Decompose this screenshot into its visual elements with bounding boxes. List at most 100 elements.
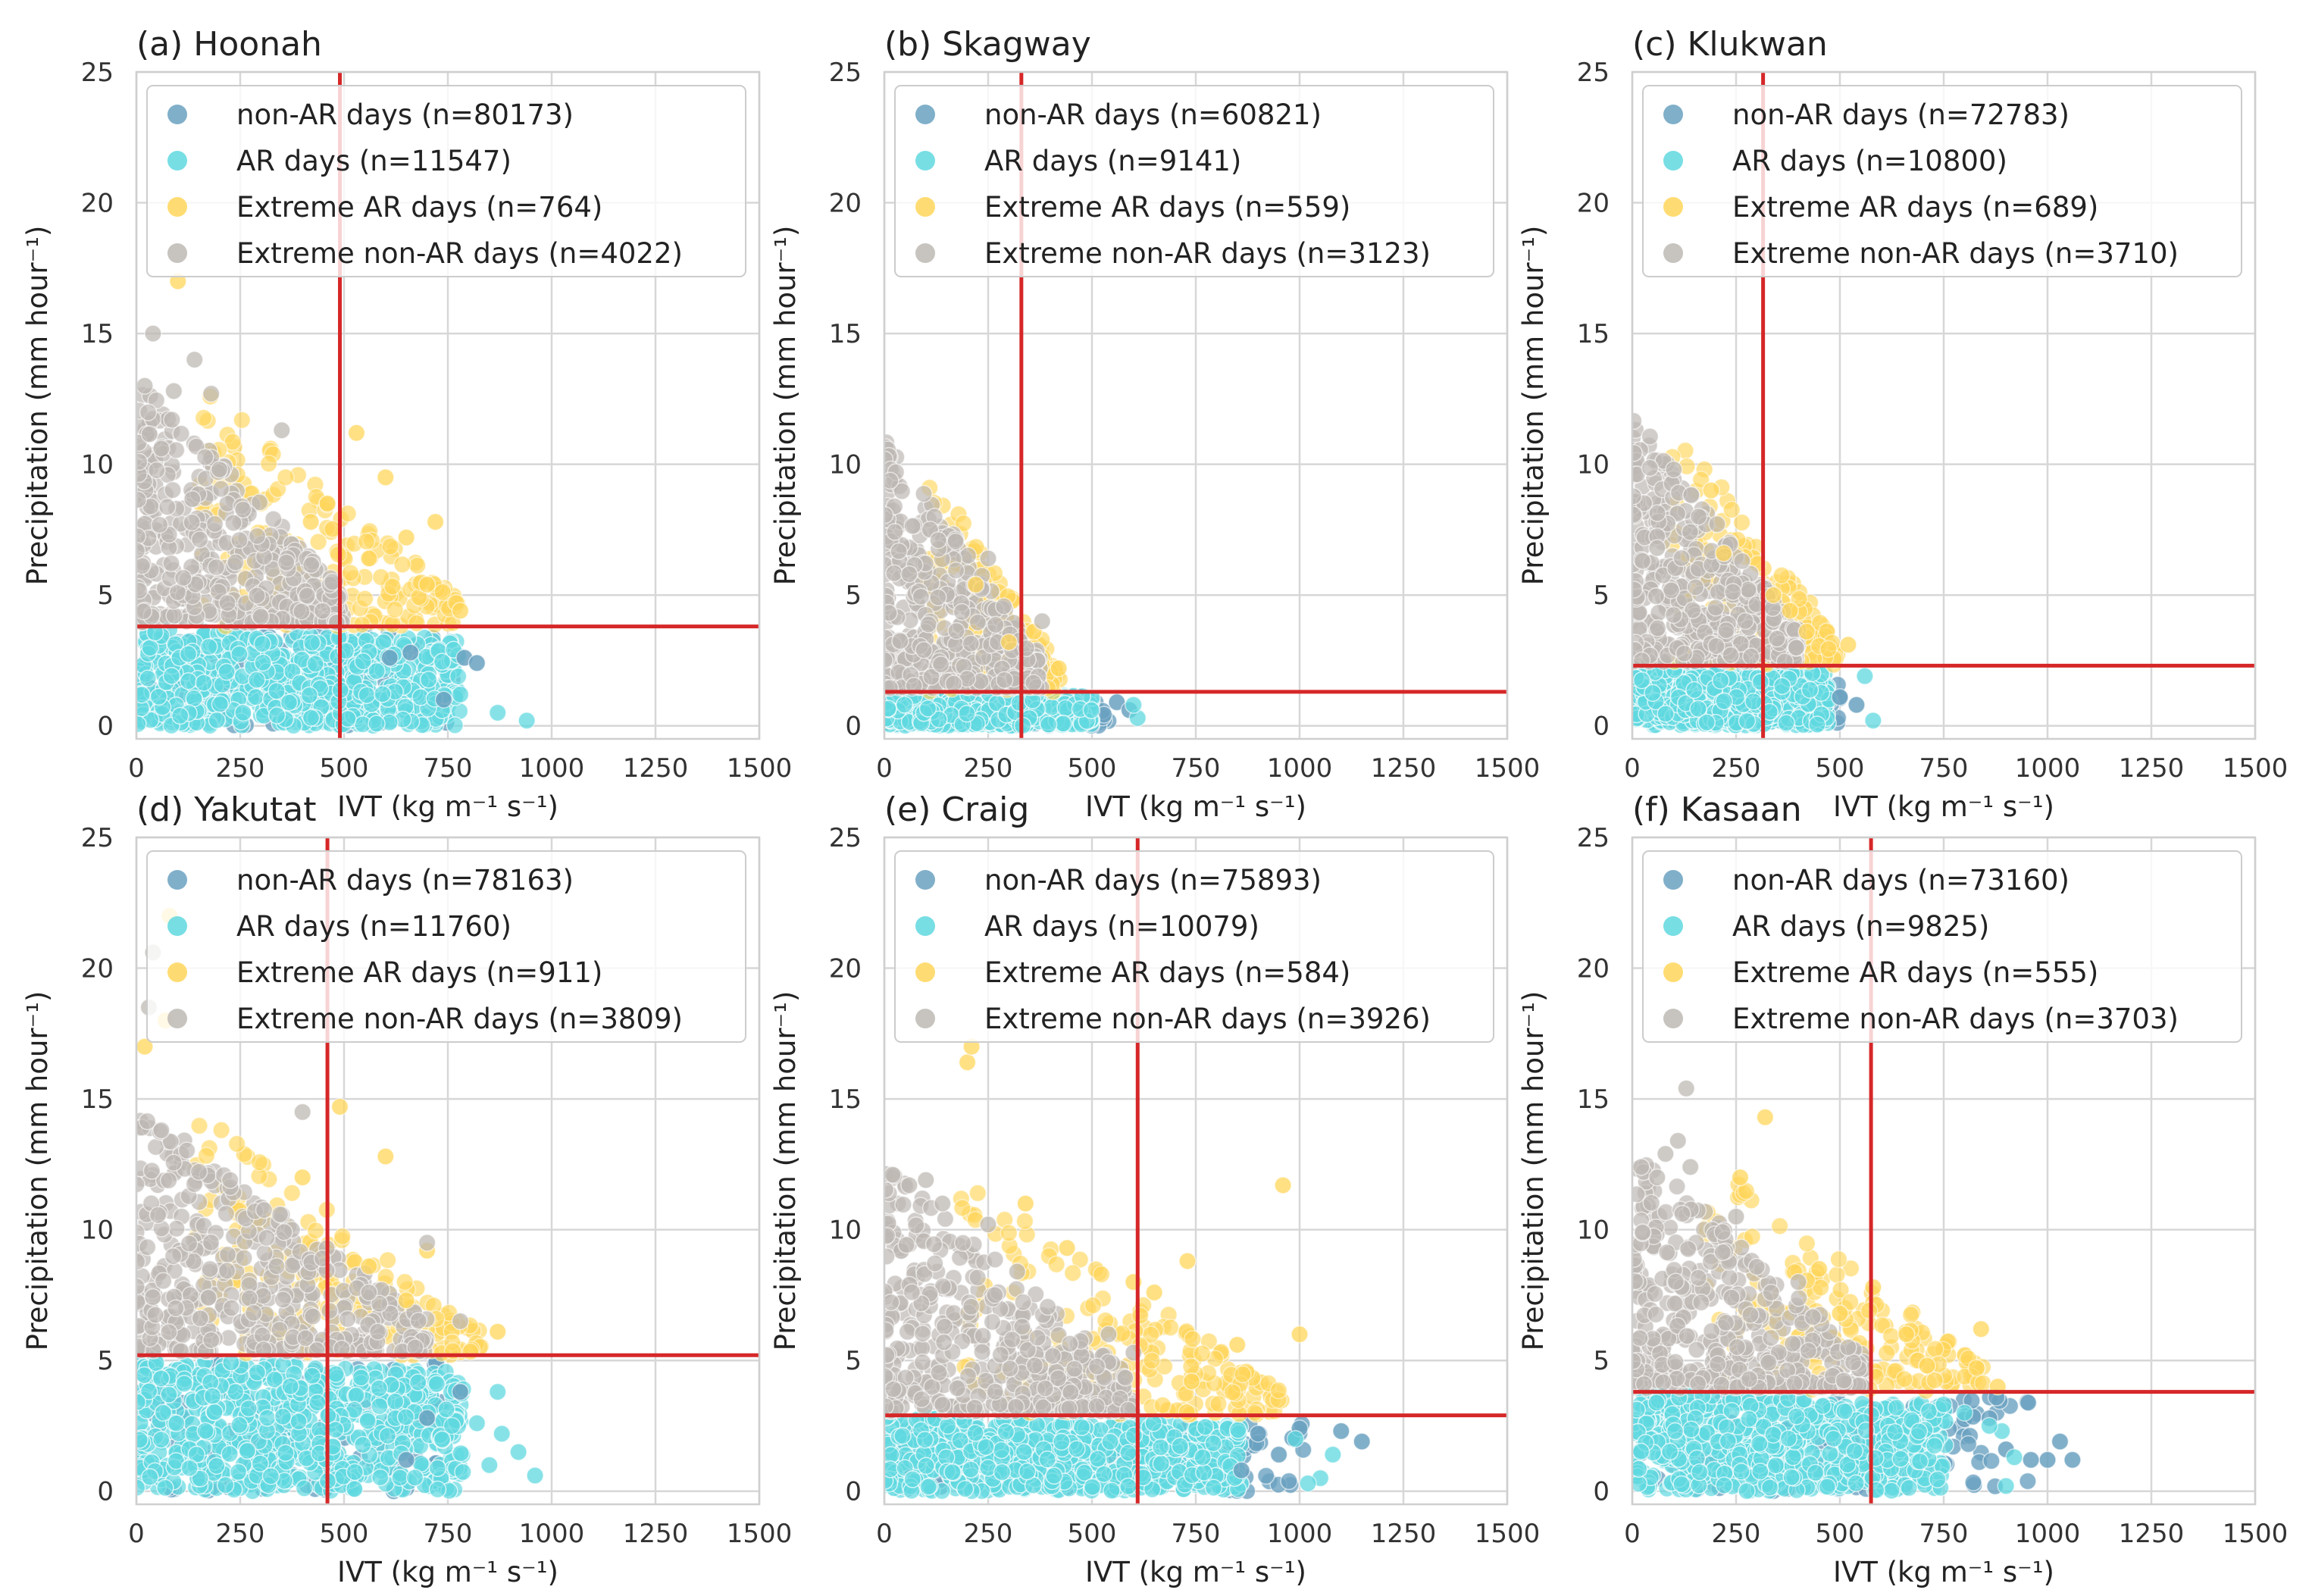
extreme-non-ar-point bbox=[273, 421, 291, 440]
extreme-non-ar-point bbox=[1707, 637, 1725, 656]
extreme-ar-point bbox=[355, 590, 374, 608]
extreme-non-ar-point bbox=[248, 527, 267, 546]
x-tick-label: 1500 bbox=[2223, 753, 2289, 784]
x-tick-label: 250 bbox=[1712, 753, 1761, 784]
ar-point bbox=[352, 1369, 371, 1387]
points bbox=[884, 433, 1147, 735]
extreme-non-ar-point bbox=[912, 587, 931, 606]
extreme-non-ar-point bbox=[190, 530, 209, 549]
extreme-non-ar-point bbox=[162, 554, 180, 573]
legend-entry: Extreme non-AR days (n=3710) bbox=[1732, 237, 2179, 270]
ar-point bbox=[1125, 696, 1143, 714]
extreme-non-ar-point bbox=[1722, 646, 1740, 665]
ar-point bbox=[368, 662, 386, 681]
ar-point bbox=[216, 1476, 235, 1494]
ar-point bbox=[267, 681, 286, 700]
non-ar-point bbox=[380, 649, 399, 667]
ar-point bbox=[234, 703, 252, 722]
ar-point bbox=[1056, 699, 1075, 718]
extreme-non-ar-point bbox=[1632, 444, 1643, 462]
extreme-ar-point bbox=[426, 512, 445, 531]
y-tick-label: 0 bbox=[97, 712, 114, 742]
non-ar-point bbox=[434, 690, 453, 709]
extreme-non-ar-point bbox=[890, 542, 908, 561]
non-ar-point bbox=[401, 643, 420, 662]
ar-point bbox=[246, 687, 265, 706]
ar-point bbox=[171, 706, 189, 725]
extreme-non-ar-point bbox=[1736, 612, 1754, 631]
extreme-non-ar-point bbox=[946, 532, 965, 551]
extreme-non-ar-point bbox=[1742, 647, 1760, 665]
ar-point bbox=[918, 699, 937, 718]
extreme-non-ar-point bbox=[196, 448, 214, 466]
extreme-non-ar-point bbox=[302, 555, 321, 574]
extreme-non-ar-point bbox=[293, 602, 311, 621]
y-tick-label: 0 bbox=[1593, 712, 1610, 742]
ar-point bbox=[248, 1363, 267, 1382]
extreme-non-ar-point bbox=[164, 382, 183, 400]
y-tick-label: 15 bbox=[829, 319, 862, 349]
extreme-non-ar-point bbox=[1648, 504, 1666, 522]
ar-point bbox=[1773, 677, 1791, 696]
ar-point bbox=[280, 693, 299, 712]
legend-entry: Extreme non-AR days (n=4022) bbox=[236, 237, 683, 270]
ar-point bbox=[449, 667, 468, 686]
non-ar-point bbox=[468, 654, 486, 672]
ar-point bbox=[1689, 699, 1707, 718]
extreme-ar-point bbox=[224, 433, 242, 451]
extreme-non-ar-point bbox=[1632, 412, 1643, 430]
ar-point bbox=[1800, 681, 1819, 699]
ar-point bbox=[195, 674, 213, 692]
ar-point bbox=[141, 638, 159, 657]
extreme-non-ar-point bbox=[207, 558, 226, 577]
ar-point bbox=[179, 671, 198, 690]
extreme-ar-point bbox=[418, 575, 436, 594]
y-axis-label: Precipitation (mm hour⁻¹) bbox=[21, 226, 54, 586]
x-tick-label: 1500 bbox=[727, 753, 793, 784]
ar-point bbox=[221, 1444, 239, 1463]
legend-entry: AR days (n=9141) bbox=[984, 145, 1241, 177]
extreme-ar-point bbox=[383, 615, 402, 634]
x-axis-label: IVT (kg m⁻¹ s⁻¹) bbox=[337, 790, 558, 823]
ar-point bbox=[179, 645, 198, 663]
legend-box bbox=[894, 85, 1494, 277]
extreme-non-ar-point bbox=[968, 613, 987, 632]
extreme-non-ar-point bbox=[227, 553, 245, 571]
extreme-non-ar-point bbox=[264, 510, 283, 528]
legend-marker bbox=[167, 243, 187, 263]
legend-marker bbox=[915, 151, 935, 171]
y-tick-label: 5 bbox=[1593, 581, 1610, 611]
extreme-ar-point bbox=[302, 512, 320, 531]
ar-point bbox=[489, 703, 507, 722]
extreme-non-ar-point bbox=[148, 461, 166, 480]
extreme-ar-point bbox=[383, 577, 402, 596]
extreme-non-ar-point bbox=[224, 514, 242, 532]
extreme-ar-point bbox=[1819, 640, 1838, 659]
legend-entry: AR days (n=10800) bbox=[1732, 145, 2007, 177]
ar-point bbox=[253, 634, 272, 653]
extreme-non-ar-point bbox=[152, 440, 171, 458]
extreme-non-ar-point bbox=[1675, 644, 1694, 663]
extreme-ar-point bbox=[381, 537, 399, 555]
y-axis-label: Precipitation (mm hour⁻¹) bbox=[1517, 226, 1550, 586]
ar-point bbox=[419, 671, 438, 689]
x-tick-label: 1000 bbox=[1267, 753, 1333, 784]
ar-point bbox=[930, 710, 948, 728]
extreme-non-ar-point bbox=[1648, 619, 1667, 637]
ar-point bbox=[200, 637, 218, 656]
extreme-ar-point bbox=[318, 494, 336, 513]
extreme-ar-point bbox=[1714, 544, 1733, 562]
legend: non-AR days (n=80173)AR days (n=11547)Ex… bbox=[146, 85, 746, 277]
extreme-ar-point bbox=[1722, 500, 1741, 519]
extreme-non-ar-point bbox=[1724, 583, 1742, 601]
extreme-ar-point bbox=[1772, 566, 1791, 585]
ar-point bbox=[1777, 714, 1795, 732]
y-tick-label: 10 bbox=[829, 450, 862, 480]
legend-entry: Extreme non-AR days (n=3123) bbox=[984, 237, 1431, 270]
x-tick-label: 1250 bbox=[623, 753, 689, 784]
legend-entry: non-AR days (n=72783) bbox=[1732, 99, 2070, 131]
extreme-ar-point bbox=[360, 549, 378, 568]
ar-point bbox=[1864, 712, 1882, 730]
legend-entry: Extreme AR days (n=764) bbox=[236, 191, 602, 224]
extreme-ar-point bbox=[397, 528, 415, 547]
